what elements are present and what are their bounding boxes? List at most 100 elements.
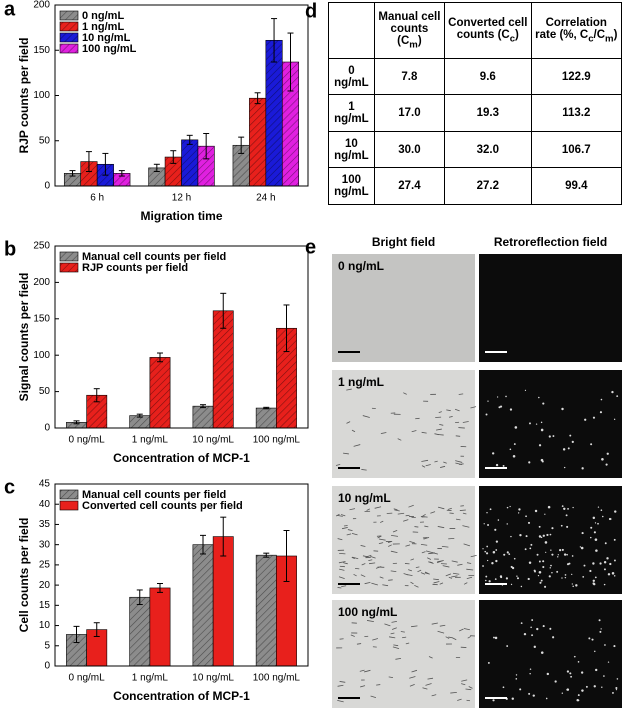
cell-signal: [551, 527, 554, 530]
cell: [421, 459, 429, 462]
cell-signal: [531, 619, 534, 621]
header-text: ): [417, 34, 422, 47]
cell-signal: [594, 576, 597, 579]
cell-signal: [533, 645, 536, 649]
cell: [405, 642, 410, 645]
cell-signal: [509, 448, 512, 451]
cell: [339, 552, 346, 555]
cell-signal: [495, 559, 498, 563]
cell-signal: [520, 622, 523, 625]
cell-signal: [561, 548, 564, 551]
cell-signal: [509, 505, 511, 508]
y-tick-label: 25: [39, 560, 51, 571]
bar-hatch: [86, 395, 107, 428]
error-bar: [271, 18, 278, 63]
cell: [400, 631, 405, 633]
cell: [392, 529, 398, 533]
cell: [387, 540, 393, 543]
cell-signal: [616, 678, 619, 680]
error-bar: [156, 352, 163, 363]
bar-hatch: [66, 422, 87, 428]
cell: [414, 584, 419, 588]
retroreflection-image: [479, 600, 622, 708]
cell-signal: [538, 396, 540, 399]
cell: [420, 572, 426, 575]
cell-signal: [542, 560, 545, 563]
cell: [446, 409, 451, 412]
cell: [372, 638, 379, 641]
cell: [433, 581, 440, 584]
bright-field-image: [332, 370, 475, 478]
bar-hatch: [276, 328, 297, 428]
cell-signal: [603, 561, 607, 564]
cell-signal: [561, 692, 564, 694]
cell-signal: [561, 577, 563, 579]
cell: [356, 643, 362, 645]
cell-signal: [536, 553, 539, 556]
cell-signal: [573, 655, 576, 658]
bar-hatch: [165, 157, 182, 186]
bar-hatch: [282, 62, 299, 186]
cell: [364, 581, 371, 585]
y-tick-label: 200: [33, 0, 50, 11]
x-axis-label: Migration time: [140, 209, 222, 223]
error-bar: [156, 582, 163, 593]
cell: [368, 562, 376, 565]
cell: [351, 557, 355, 559]
bar-hatch: [256, 408, 277, 428]
header-text: Correlation rate (%, C: [535, 16, 607, 41]
y-tick-label: 100: [33, 90, 50, 101]
cell: [455, 518, 461, 521]
cell: [376, 684, 381, 686]
cell: [448, 636, 453, 639]
bar-hatch: [197, 146, 215, 186]
error-bar: [118, 170, 125, 177]
header-text: Converted cell counts (C: [448, 16, 528, 41]
cell: [443, 461, 447, 464]
y-tick-label: 15: [39, 600, 51, 611]
cell: [374, 506, 382, 509]
cell: [341, 527, 348, 530]
cell-signal: [566, 525, 569, 528]
cell-signal: [569, 434, 572, 437]
cell-signal: [571, 583, 573, 585]
cell-signal: [601, 686, 603, 688]
cell-signal: [599, 411, 603, 414]
bar-hatch: [113, 173, 131, 186]
cell: [395, 657, 402, 660]
cell: [408, 569, 413, 572]
bar-hatch: [66, 634, 87, 666]
cell-signal: [604, 542, 607, 545]
cell-signal: [528, 692, 531, 695]
cell-signal: [563, 466, 566, 469]
bar-hatch: [265, 40, 283, 186]
cell-signal: [487, 661, 490, 664]
cell-signal: [529, 668, 532, 670]
cell-signal: [544, 513, 546, 515]
cell: [434, 460, 438, 463]
cell-signal: [603, 583, 606, 586]
cell: [390, 570, 397, 573]
axes-frame: [54, 245, 309, 429]
cell-signal: [540, 651, 544, 654]
legend-hatch: [60, 33, 78, 42]
error-bar: [73, 420, 80, 425]
bar-hatch: [80, 161, 98, 186]
cell-signal: [510, 535, 512, 538]
cell: [402, 636, 407, 639]
cell-signal: [592, 516, 596, 520]
bar-hatch: [213, 310, 234, 428]
cell-signal: [565, 514, 568, 517]
row-label: 10 ng/mL: [338, 491, 391, 505]
cell-signal: [486, 512, 488, 514]
y-tick-label: 20: [39, 580, 51, 591]
cell-signal: [581, 467, 584, 470]
cell-signal: [583, 564, 586, 567]
legend-hatch: [60, 22, 78, 31]
cell-signal: [577, 699, 580, 702]
cell-signal: [552, 435, 555, 437]
cell: [360, 685, 366, 688]
cell: [346, 388, 352, 391]
cell: [459, 628, 464, 632]
